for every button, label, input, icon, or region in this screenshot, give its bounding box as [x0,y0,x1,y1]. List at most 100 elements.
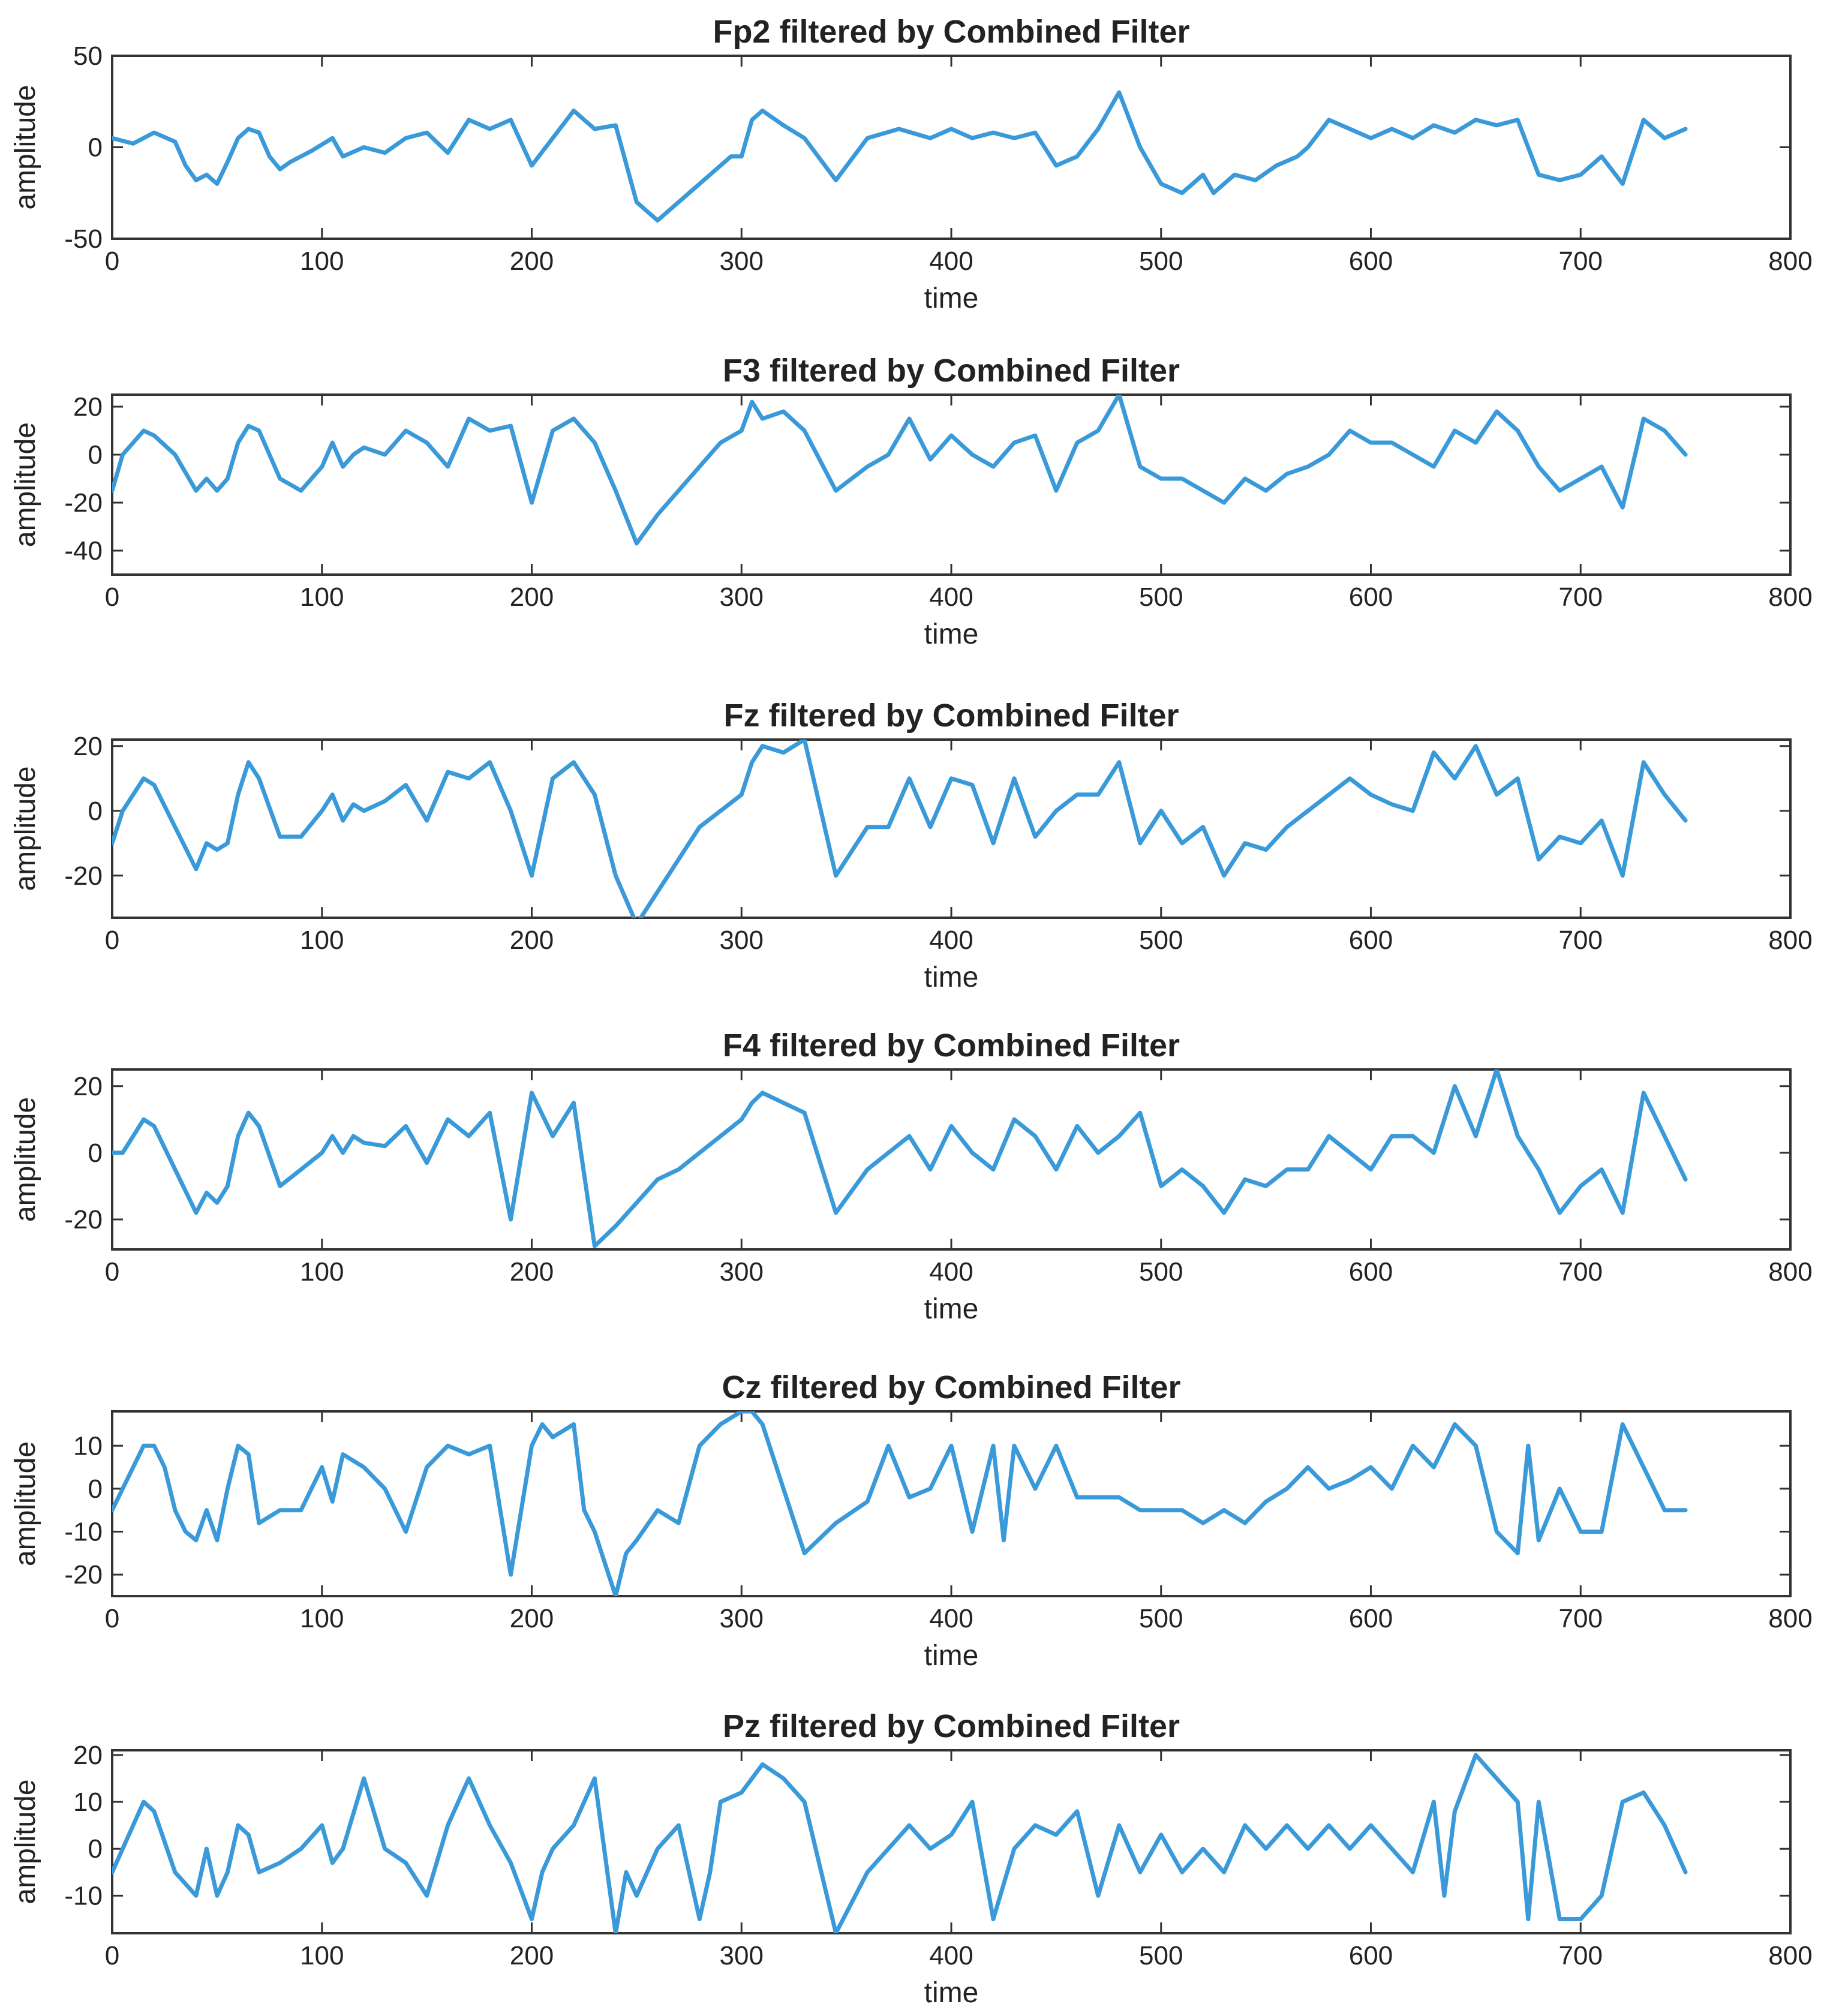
y-tick-label: -20 [64,861,103,891]
x-tick-label: 400 [929,582,973,612]
plot-frame [111,393,1792,576]
y-tick-label: -40 [64,536,103,566]
x-tick-label: 100 [300,926,344,955]
y-tick-label: 0 [88,797,103,826]
y-axis-label: amplitude [10,1441,41,1566]
y-tick-label: 0 [88,133,103,163]
x-tick-label: 200 [510,582,554,612]
y-axis-label: amplitude [10,766,41,891]
chart-title: F4 filtered by Combined Filter [723,1027,1180,1063]
chart-title: Cz filtered by Combined Filter [722,1369,1180,1405]
x-tick-label: 800 [1768,1941,1812,1970]
x-tick-label: 0 [105,926,119,955]
y-axis-label: amplitude [10,85,41,209]
x-tick-label: 400 [929,1941,973,1970]
y-tick-label: -20 [64,1205,103,1234]
x-tick-label: 600 [1349,1257,1393,1287]
x-axis-label: time [924,618,979,650]
x-tick-label: 700 [1559,926,1603,955]
x-tick-label: 400 [929,1604,973,1633]
x-tick-label: 100 [300,1257,344,1287]
x-tick-label: 100 [300,1604,344,1633]
chart-title: Fz filtered by Combined Filter [723,698,1179,734]
x-axis-label: time [924,1640,979,1672]
x-tick-label: 0 [105,1604,119,1633]
y-tick-label: 20 [73,1072,103,1101]
x-tick-label: 500 [1139,926,1183,955]
x-tick-label: 700 [1559,247,1603,276]
y-tick-label: 0 [88,1834,103,1864]
x-tick-label: 200 [510,1941,554,1970]
y-axis-label: amplitude [10,1097,41,1222]
x-tick-label: 0 [105,1257,119,1287]
x-tick-label: 500 [1139,1604,1183,1633]
chart-title: F3 filtered by Combined Filter [723,353,1180,389]
x-tick-label: 0 [105,247,119,276]
y-tick-label: -10 [64,1881,103,1910]
x-tick-label: 800 [1768,1257,1812,1287]
x-tick-label: 100 [300,1941,344,1970]
x-tick-label: 600 [1349,1941,1393,1970]
x-axis-label: time [924,1977,979,2009]
y-tick-label: 10 [73,1431,103,1461]
x-tick-label: 100 [300,582,344,612]
x-tick-label: 300 [720,926,764,955]
x-tick-label: 500 [1139,1257,1183,1287]
series-line-1 [112,740,1688,918]
x-tick-label: 700 [1559,1257,1603,1287]
y-tick-label: 10 [73,1787,103,1817]
x-tick-label: 700 [1559,1604,1603,1633]
x-axis-label: time [924,283,979,314]
series-line-1 [112,90,1688,223]
x-tick-label: 700 [1559,582,1603,612]
x-tick-label: 200 [510,1604,554,1633]
y-tick-label: 20 [73,1741,103,1770]
x-tick-label: 600 [1349,1604,1393,1633]
y-axis-label: amplitude [10,1779,41,1904]
series-line-1 [112,1069,1688,1248]
x-tick-label: 200 [510,926,554,955]
x-tick-label: 300 [720,1257,764,1287]
x-tick-label: 0 [105,1941,119,1970]
x-tick-label: 600 [1349,926,1393,955]
x-tick-label: 600 [1349,247,1393,276]
x-tick-label: 800 [1768,247,1812,276]
y-tick-label: -20 [64,1560,103,1590]
x-tick-label: 400 [929,926,973,955]
y-tick-label: 20 [73,732,103,761]
x-tick-label: 0 [105,582,119,612]
x-tick-label: 700 [1559,1941,1603,1970]
x-tick-label: 400 [929,1257,973,1287]
x-tick-label: 500 [1139,247,1183,276]
series-line-1 [112,395,1688,546]
chart-panel-1: Fp2 filtered by Combined Filter 0 100 200 30… [10,14,1813,314]
y-tick-label: -10 [64,1518,103,1547]
plot-frame [111,738,1792,919]
y-tick-label: 0 [88,1474,103,1504]
y-tick-label: 0 [88,440,103,470]
x-tick-label: 200 [510,1257,554,1287]
x-tick-label: 800 [1768,1604,1812,1633]
x-tick-label: 800 [1768,926,1812,955]
y-tick-label: 0 [88,1138,103,1168]
x-tick-label: 500 [1139,582,1183,612]
x-tick-label: 100 [300,247,344,276]
x-tick-label: 500 [1139,1941,1183,1970]
y-tick-label: 20 [73,392,103,422]
plot-frame [111,1410,1792,1597]
x-tick-label: 200 [510,247,554,276]
plot-frame [111,1068,1792,1251]
y-tick-label: -20 [64,488,103,518]
x-axis-label: time [924,1293,979,1325]
x-tick-label: 300 [720,1604,764,1633]
chart-title: Pz filtered by Combined Filter [723,1708,1180,1744]
x-tick-label: 800 [1768,582,1812,612]
x-axis-label: time [924,962,979,993]
x-tick-label: 300 [720,1941,764,1970]
